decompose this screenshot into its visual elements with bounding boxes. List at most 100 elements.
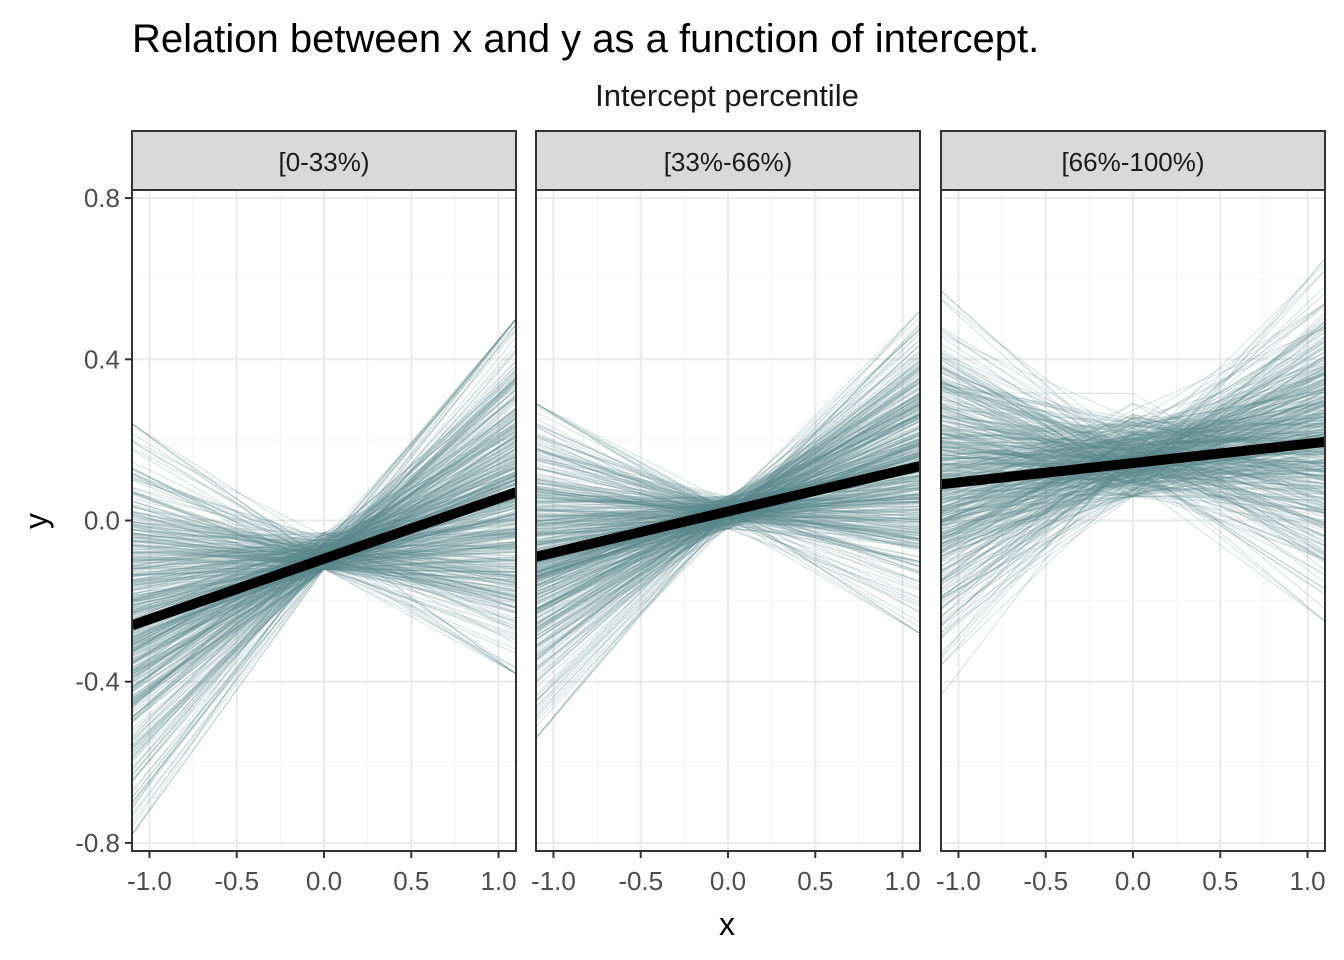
individual-line	[941, 436, 1325, 563]
individual-line	[941, 432, 1325, 610]
individual-line	[941, 327, 1325, 492]
individual-line	[941, 480, 1325, 538]
individual-line	[132, 511, 516, 569]
individual-line	[941, 383, 1325, 482]
individual-line	[941, 386, 1325, 567]
individual-line	[132, 470, 516, 606]
individual-line	[941, 467, 1325, 547]
individual-line	[132, 350, 516, 576]
individual-line	[536, 499, 920, 590]
individual-line	[941, 378, 1325, 522]
x-tick-label: 1.0	[480, 866, 516, 896]
individual-line	[941, 337, 1325, 541]
individual-line	[132, 542, 516, 686]
individual-line	[536, 350, 920, 572]
x-tick-label: 0.0	[306, 866, 342, 896]
individual-line	[941, 402, 1325, 472]
individual-line	[941, 372, 1325, 457]
individual-line	[941, 453, 1325, 561]
individual-line	[941, 419, 1325, 459]
individual-line	[132, 484, 516, 719]
individual-line	[536, 316, 920, 625]
individual-line	[941, 480, 1325, 582]
individual-line	[536, 521, 920, 669]
individual-line	[132, 409, 516, 738]
individual-line	[132, 499, 516, 565]
individual-line	[132, 479, 516, 587]
individual-line	[536, 387, 920, 543]
individual-line	[941, 432, 1325, 487]
individual-line	[941, 389, 1325, 489]
individual-line	[941, 454, 1325, 547]
individual-line	[536, 451, 920, 504]
individual-line	[536, 485, 920, 527]
individual-line	[536, 397, 920, 501]
individual-line	[536, 385, 920, 595]
individual-line	[941, 453, 1325, 484]
individual-line	[132, 568, 516, 581]
individual-line	[132, 451, 516, 559]
individual-line	[941, 331, 1325, 472]
individual-line	[941, 440, 1325, 627]
individual-line	[941, 363, 1325, 455]
individual-line	[132, 539, 516, 609]
individual-line	[132, 475, 516, 547]
individual-line	[941, 464, 1325, 560]
individual-line	[132, 440, 516, 566]
individual-line	[941, 370, 1325, 489]
individual-line	[132, 408, 516, 783]
individual-line	[132, 522, 516, 570]
individual-line	[536, 409, 920, 620]
individual-line	[536, 516, 920, 634]
individual-line	[536, 527, 920, 607]
individual-lines	[132, 318, 516, 836]
individual-line	[941, 452, 1325, 574]
individual-line	[941, 415, 1325, 485]
individual-line	[132, 471, 516, 542]
individual-line	[536, 498, 920, 696]
individual-line	[132, 524, 516, 570]
individual-line	[941, 415, 1325, 592]
individual-line	[941, 368, 1325, 558]
individual-line	[132, 501, 516, 566]
individual-line	[536, 509, 920, 719]
individual-line	[132, 504, 516, 586]
individual-line	[941, 435, 1325, 477]
individual-line	[941, 467, 1325, 596]
individual-line	[941, 453, 1325, 499]
individual-line	[132, 529, 516, 584]
individual-line	[132, 505, 516, 593]
individual-line	[941, 416, 1325, 530]
individual-line	[536, 521, 920, 545]
individual-line	[132, 546, 516, 647]
individual-line	[941, 434, 1325, 509]
individual-line	[536, 333, 920, 525]
individual-line	[132, 506, 516, 613]
x-tick-label: 0.5	[393, 866, 429, 896]
individual-line	[941, 427, 1325, 553]
individual-line	[536, 378, 920, 648]
individual-line	[132, 473, 516, 554]
individual-line	[132, 508, 516, 705]
individual-line	[536, 472, 920, 525]
individual-line	[941, 433, 1325, 529]
individual-line	[536, 366, 920, 587]
individual-line	[132, 520, 516, 562]
individual-line	[941, 439, 1325, 538]
individual-line	[536, 410, 920, 558]
individual-line	[941, 371, 1325, 492]
individual-line	[536, 507, 920, 578]
x-tick-label: -0.5	[214, 866, 259, 896]
individual-line	[132, 479, 516, 719]
individual-line	[536, 438, 920, 520]
individual-line	[132, 490, 516, 655]
individual-line	[941, 480, 1325, 622]
individual-line	[941, 440, 1325, 506]
individual-line	[941, 431, 1325, 581]
individual-line	[132, 396, 516, 563]
individual-line	[941, 390, 1325, 473]
individual-line	[132, 522, 516, 652]
individual-line	[941, 451, 1325, 522]
individual-line	[941, 406, 1325, 495]
individual-line	[941, 402, 1325, 435]
